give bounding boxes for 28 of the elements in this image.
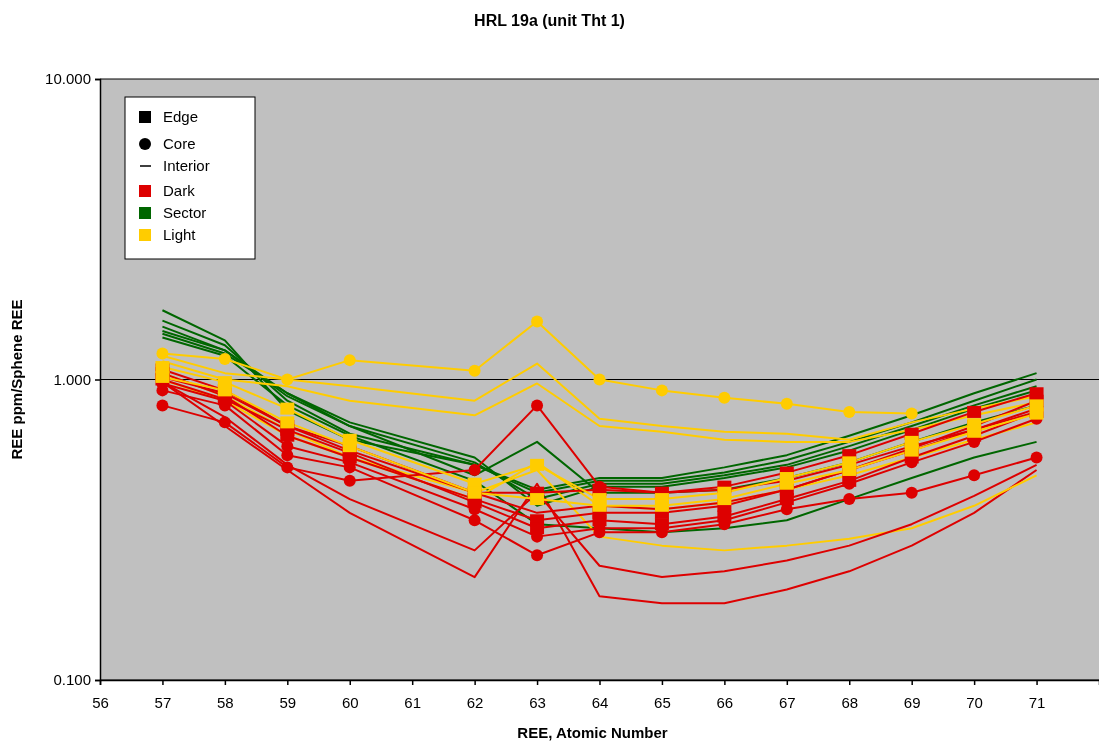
x-tick-label: 62 — [466, 693, 484, 711]
legend-label: Sector — [163, 204, 207, 221]
x-tick-label: 68 — [841, 693, 859, 711]
annotation: Interior — [163, 157, 210, 174]
x-tick-label: 59 — [279, 693, 297, 711]
x-tick-label: 63 — [529, 693, 546, 711]
legend-label: Light — [163, 226, 197, 243]
y-axis-title: REE ppm/Sphene REE — [8, 299, 25, 460]
x-tick-label: 66 — [716, 693, 734, 711]
x-tick-label: 70 — [966, 693, 983, 711]
x-tick-label: 60 — [341, 693, 359, 711]
x-tick-label: 69 — [903, 693, 921, 711]
x-tick-label: 61 — [404, 693, 422, 711]
annotation: Edge — [163, 108, 199, 125]
x-tick-label: 67 — [778, 693, 796, 711]
x-tick-label: 58 — [217, 693, 234, 711]
legend-label: Dark — [163, 182, 196, 199]
y-tick-label: 10.000 — [45, 70, 91, 88]
annotation: Core — [163, 135, 196, 152]
x-tick-label: 71 — [1028, 693, 1046, 711]
y-tick-label: 0.100 — [53, 671, 91, 689]
x-axis-title: REE, Atomic Number — [517, 724, 668, 741]
x-tick-label: 56 — [92, 693, 109, 711]
x-tick-label: 57 — [154, 693, 172, 711]
y-tick-label: 1.000 — [53, 370, 91, 388]
chart-title: HRL 19a (unit Tht 1) — [474, 12, 625, 29]
x-tick-label: 65 — [654, 693, 671, 711]
x-tick-label: 64 — [591, 693, 609, 711]
